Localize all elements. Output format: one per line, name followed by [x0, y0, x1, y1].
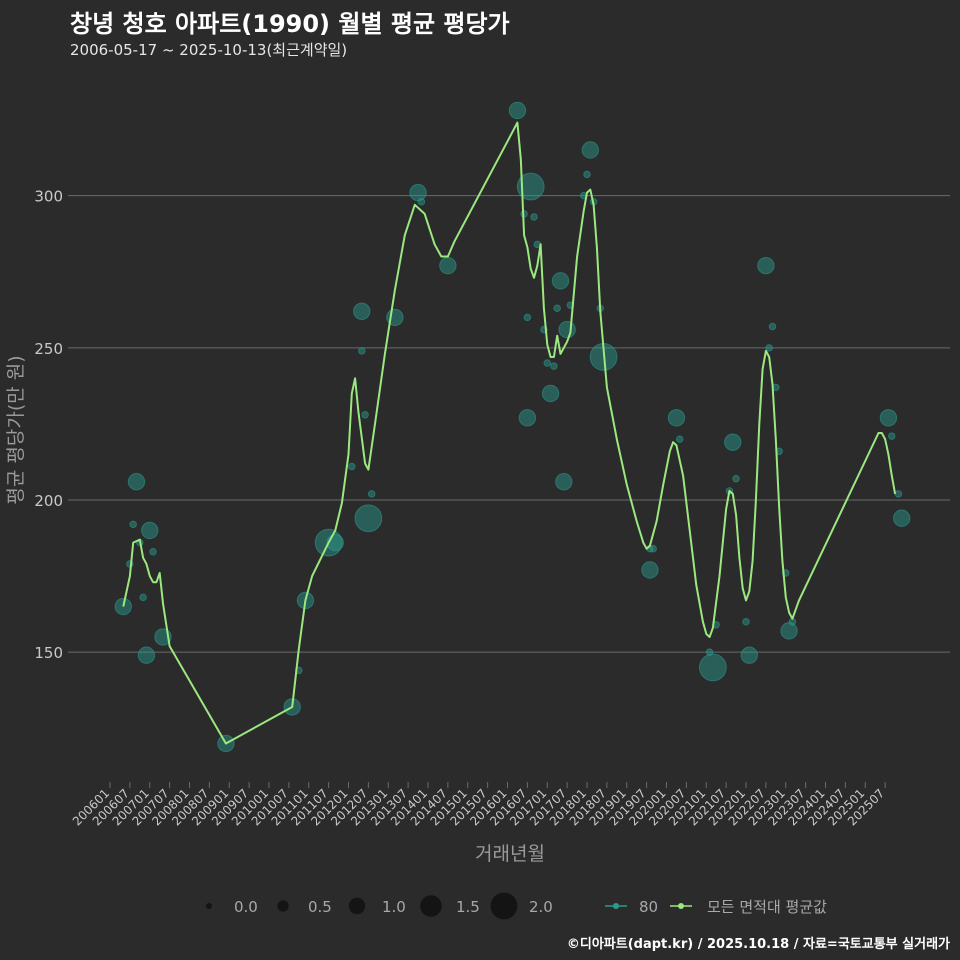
bubble-point [137, 646, 156, 664]
bubble-point [892, 509, 911, 527]
bubble-point [354, 504, 383, 533]
legend-series-avg-marker [678, 903, 684, 909]
chart-subtitle: 2006-05-17 ~ 2025-10-13(최근계약일) [70, 41, 348, 59]
bubble-point [583, 170, 591, 179]
bubble-point [724, 433, 742, 451]
legend-size-label: 2.0 [529, 898, 553, 916]
bubble-point [353, 302, 371, 321]
bubble-point [361, 411, 369, 419]
bubble-point [879, 409, 898, 427]
y-tick-label: 250 [34, 340, 63, 358]
bubble-point [553, 304, 561, 313]
bubble-point [367, 490, 376, 498]
bubble-point [508, 101, 527, 120]
bubble-point [551, 272, 570, 290]
y-tick-label: 150 [34, 644, 63, 662]
bubble-point [641, 561, 659, 579]
x-axis-label: 거래년월 [475, 843, 545, 865]
bubble-point [417, 197, 426, 206]
legend-series-80-label: 80 [639, 898, 658, 916]
legend: 0.0 0.5 1.0 1.5 2.0 80 모든 면적대 평균값 [206, 892, 827, 920]
bubble-point [667, 409, 686, 427]
y-tick-label: 300 [34, 188, 63, 206]
bubble-point [698, 653, 727, 682]
legend-size-label: 0.5 [308, 898, 332, 916]
legend-size-marker [348, 897, 366, 915]
bubble-point [742, 617, 750, 626]
legend-size-marker [490, 892, 518, 920]
x-tick-labels: 2006012006072007012007072008012008072009… [70, 782, 887, 829]
bubble-point [894, 490, 903, 498]
y-tick-label: 200 [34, 492, 63, 510]
bubble-point [357, 347, 366, 355]
bubble-point [581, 141, 600, 159]
bubble-point [732, 474, 740, 483]
legend-size-label: 0.0 [234, 898, 258, 916]
bubble-series [114, 101, 911, 753]
bubble-point [541, 384, 560, 403]
bubble-point [409, 183, 427, 202]
bubble-point [523, 313, 532, 322]
bubble-point [765, 344, 773, 352]
chart-title: 창녕 청호 아파트(1990) 월별 평균 평당가 [70, 10, 510, 38]
legend-size-marker [420, 895, 442, 917]
grid-lines [68, 195, 950, 653]
bubble-point [518, 409, 537, 427]
bubble-point [780, 622, 798, 640]
bubble-point [114, 597, 132, 616]
bubble-point [516, 172, 545, 201]
bubble-point [127, 473, 146, 491]
legend-size-label: 1.0 [382, 898, 406, 916]
bubble-point [555, 473, 573, 491]
y-tick-labels: 150 200 250 300 [34, 188, 63, 663]
bubble-point [129, 520, 137, 529]
bubble-point [768, 322, 777, 331]
legend-size-marker [277, 900, 289, 912]
y-axis-label: 평균 평당가(만 원) [5, 355, 27, 504]
bubble-point [675, 435, 684, 443]
bubble-point [887, 432, 896, 440]
bubble-point [348, 462, 356, 471]
bubble-point [439, 256, 457, 275]
bubble-point [757, 256, 775, 275]
bubble-point [141, 521, 159, 540]
legend-size-marker [206, 903, 212, 909]
average-line-series [122, 121, 897, 745]
legend-series-80-marker [613, 903, 619, 909]
footer-credit: ©디아파트(dapt.kr) / 2025.10.18 / 자료=국토교통부 실… [566, 937, 950, 952]
bubble-point [740, 646, 759, 664]
legend-size-label: 1.5 [456, 898, 480, 916]
bubble-point [149, 547, 157, 556]
bubble-point [139, 593, 147, 602]
bubble-point [530, 213, 538, 221]
bubble-point [543, 359, 552, 367]
bubble-point [558, 320, 576, 339]
bubble-point [649, 544, 658, 553]
bubble-point [550, 362, 558, 370]
average-line [122, 121, 897, 745]
legend-series-avg-label: 모든 면적대 평균값 [707, 898, 827, 916]
